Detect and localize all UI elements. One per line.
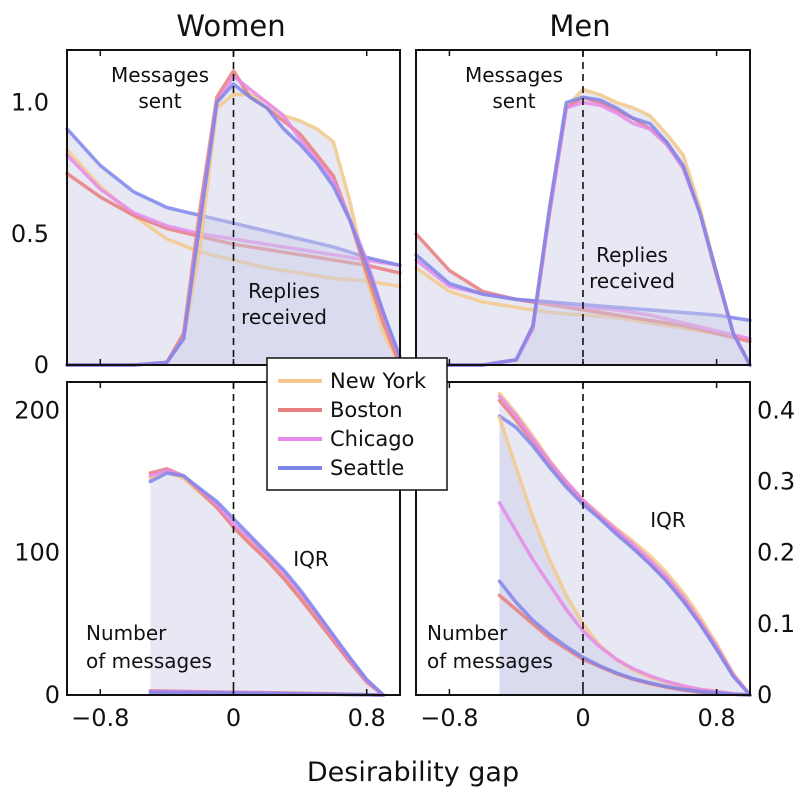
y-tick-right-1: 0.1 [757, 610, 795, 638]
y-tick-top-0: 0 [34, 351, 49, 379]
women-bottom-iqr-group [148, 467, 386, 697]
women-nom-l1: Number [86, 621, 167, 645]
men-top-sent-line-seattle [414, 95, 752, 367]
men-bottom-iqr-group [497, 391, 752, 697]
men-replies-received-label: Replies received [589, 243, 675, 293]
women-top-replies-line-chicago [65, 153, 402, 268]
y-tick-right-3: 0.3 [757, 468, 795, 496]
x-tick-label-2-0: −0.8 [71, 704, 129, 732]
women-messages-sent-label-text: Messages sent [111, 63, 209, 113]
men-top-replies-line-boston [414, 232, 752, 344]
women-replies-received-label-l1: Replies [248, 279, 320, 303]
women-replies-received-label: Replies received [241, 279, 327, 329]
x-tick-label-2-1: 0 [226, 704, 241, 732]
women-bottom-iqr-line-seattle [148, 471, 386, 697]
x-tick-label-3-2: 0.8 [698, 704, 736, 732]
men-top-replies-area [416, 233, 750, 365]
women-messages-sent-label-l1: Messages [111, 63, 209, 87]
women-replies-received-label-text: Replies received [241, 279, 327, 329]
y-tick-top-1: 0.5 [11, 220, 49, 248]
x-tick-label-2-2: 0.8 [348, 704, 386, 732]
men-top-sent-area [416, 89, 750, 366]
women-nom-l2: of messages [86, 649, 212, 673]
title-women: Women [176, 9, 285, 43]
men-replies-received-label-l1: Replies [596, 243, 668, 267]
men-bottom-iqr-area [499, 393, 750, 695]
title-men: Men [549, 9, 610, 43]
men-messages-sent-label-l1: Messages [465, 63, 563, 87]
men-messages-sent-label-text: Messages sent [465, 63, 563, 113]
men-bottom-count-group [497, 415, 752, 697]
legend-label-new-york: New York [330, 369, 427, 393]
men-nom-l1: Number [427, 621, 508, 645]
men-bottom-count-area [499, 417, 750, 695]
y-tick-right-2: 0.2 [757, 539, 795, 567]
men-iqr-label: IQR [650, 508, 686, 532]
men-messages-sent-label: Messages sent [465, 63, 563, 113]
women-top-sent-line-seattle [65, 82, 402, 367]
y-tick-bottom-2: 200 [14, 396, 60, 424]
women-messages-sent-label-l2: sent [138, 89, 181, 113]
legend: New York Boston Chicago Seattle [266, 357, 448, 491]
men-replies-received-label-l2: received [589, 269, 675, 293]
men-nom-l2: of messages [427, 649, 553, 673]
men-replies-received-label-text: Replies received [589, 243, 675, 293]
legend-label-chicago: Chicago [330, 427, 414, 451]
men-number-of-messages-label: Number of messages [427, 621, 553, 673]
men-top-sent-group [414, 87, 752, 367]
women-bottom-iqr-area [150, 468, 384, 695]
men-bottom-count-line-chicago [497, 501, 752, 697]
y-tick-bottom-1: 100 [14, 539, 60, 567]
men-messages-sent-label-l2: sent [492, 89, 535, 113]
x-tick-label-3-1: 0 [575, 704, 590, 732]
legend-label-seattle: Seattle [330, 456, 404, 480]
y-tick-right-0: 0 [757, 681, 772, 709]
y-tick-right-4: 0.4 [757, 396, 795, 424]
men-bottom-iqr-line-seattle [497, 414, 752, 697]
women-replies-received-label-l2: received [241, 305, 327, 329]
x-tick-label-3-0: −0.8 [420, 704, 478, 732]
men-bottom-count-line-seattle [497, 579, 752, 697]
women-iqr-label: IQR [293, 547, 329, 571]
women-messages-sent-label: Messages sent [111, 63, 209, 113]
y-tick-bottom-0: 0 [45, 681, 60, 709]
women-number-of-messages-label: Number of messages [86, 621, 212, 673]
x-axis-label: Desirability gap [307, 757, 519, 788]
legend-label-boston: Boston [330, 398, 403, 422]
y-tick-top-2: 1.0 [11, 89, 49, 117]
